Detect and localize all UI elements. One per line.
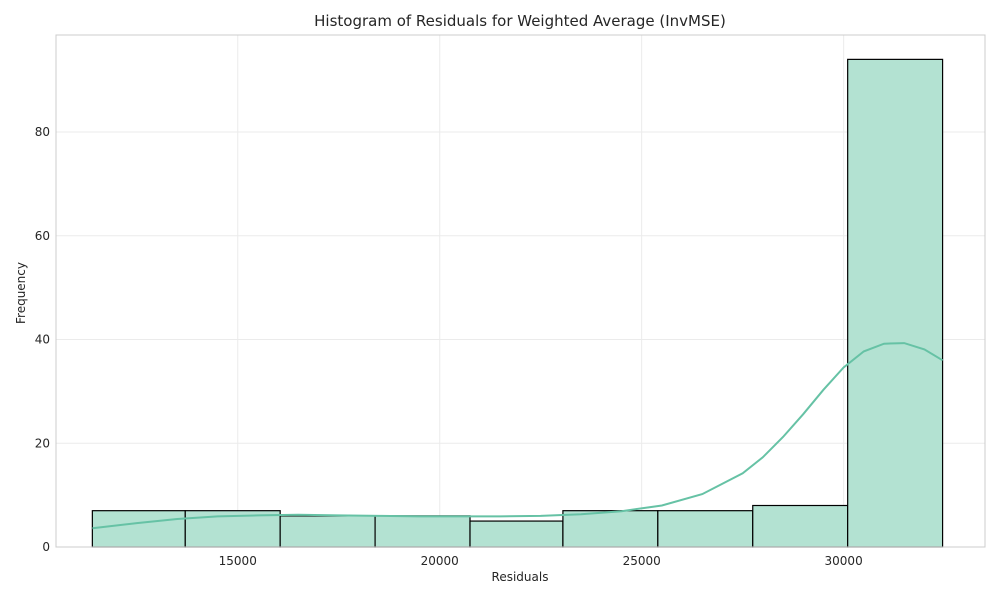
y-tick-label: 80 xyxy=(35,125,50,139)
plot-frame xyxy=(55,34,986,548)
histogram-bar-5 xyxy=(469,520,564,548)
y-tick-label: 20 xyxy=(35,436,50,450)
histogram-bar-1 xyxy=(91,510,186,548)
histogram-bar-7 xyxy=(657,510,754,548)
y-tick-label: 60 xyxy=(35,229,50,243)
y-tick-label: 0 xyxy=(42,540,50,554)
x-tick-label: 25000 xyxy=(623,554,661,568)
histogram-bar-6 xyxy=(562,510,659,548)
x-tick-label: 15000 xyxy=(219,554,257,568)
histogram-bar-9 xyxy=(847,58,944,548)
kde-curve xyxy=(92,342,944,530)
x-tick-labels: 15000 20000 25000 30000 xyxy=(219,554,863,568)
grid-lines xyxy=(56,35,985,548)
y-tick-label: 40 xyxy=(35,333,50,347)
histogram-bar-8 xyxy=(752,504,849,548)
x-tick-label: 30000 xyxy=(825,554,863,568)
histogram-bars xyxy=(91,58,944,548)
y-tick-labels: 0 20 40 60 80 xyxy=(35,125,50,554)
histogram-bar-4 xyxy=(374,515,471,548)
y-axis-label: Frequency xyxy=(14,262,28,324)
x-axis-label: Residuals xyxy=(492,570,549,584)
chart-title: Histogram of Residuals for Weighted Aver… xyxy=(314,12,726,30)
histogram-bar-3 xyxy=(279,515,376,548)
x-tick-label: 20000 xyxy=(421,554,459,568)
